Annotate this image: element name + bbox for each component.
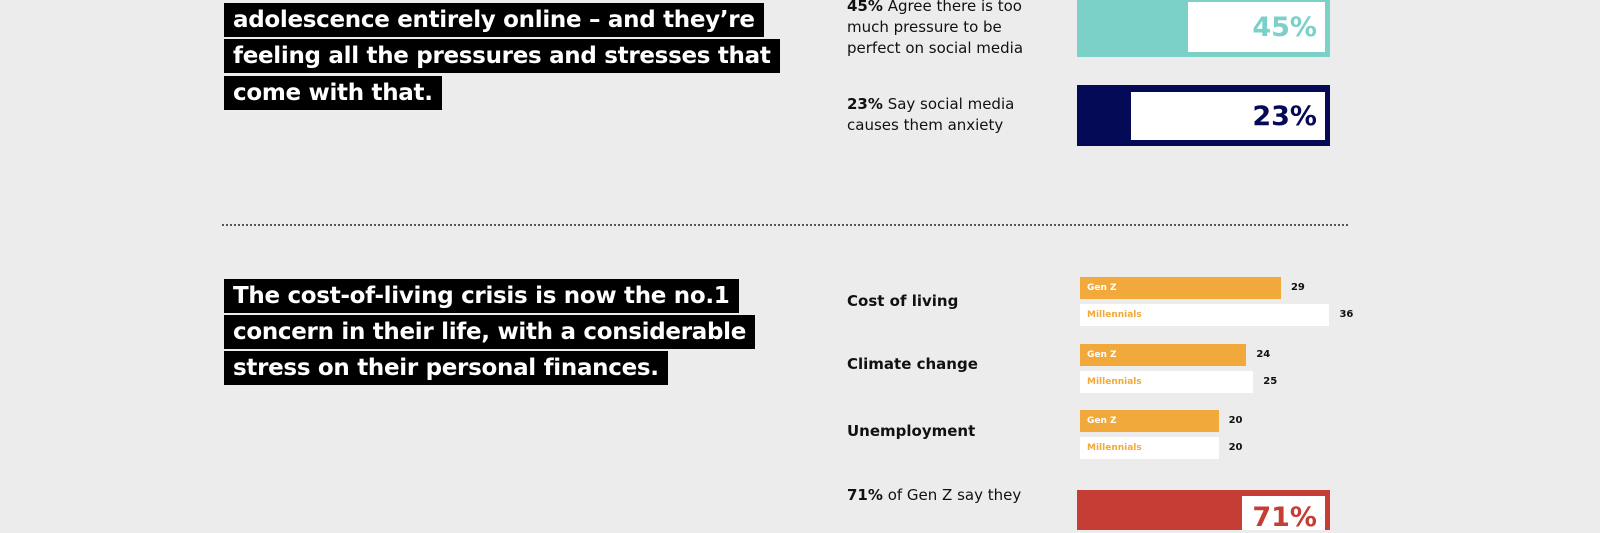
stat-genz-box: 71% (1077, 490, 1330, 533)
bar-gen-z: Gen Z (1080, 277, 1281, 299)
headline-line: adolescence entirely online – and they’r… (224, 3, 764, 37)
stat-pressure-text: 45% Agree there is too much pressure to b… (847, 0, 1023, 59)
category-label: Unemployment (847, 422, 976, 440)
stat-text: much pressure to be (847, 18, 1002, 36)
bar-millennials: Millennials (1080, 371, 1254, 393)
stat-text: perfect on social media (847, 39, 1024, 57)
bar-millennials: Millennials (1080, 437, 1219, 459)
value-label: 25 (1263, 376, 1278, 387)
stat-anxiety-label: 23% (1131, 92, 1325, 140)
headline-line: The cost-of-living crisis is now the no.… (224, 279, 739, 313)
bar-gen-z: Gen Z (1080, 410, 1219, 432)
stat-text: causes them anxiety (847, 116, 1004, 134)
stat-text: of Gen Z say they (887, 486, 1022, 504)
stat-text: Say social media (887, 95, 1015, 113)
stat-pct: 23% (847, 95, 883, 113)
category-label: Climate change (847, 355, 978, 373)
stat-text: Agree there is too (887, 0, 1022, 15)
stat-genz-label: 71% (1242, 496, 1325, 533)
section-divider (222, 224, 1348, 226)
stat-genz-text: 71% of Gen Z say they (847, 485, 1021, 506)
stat-anxiety-text: 23% Say social media causes them anxiety (847, 94, 1014, 136)
headline-line: concern in their life, with a considerab… (224, 315, 756, 349)
stat-pct: 71% (847, 486, 883, 504)
value-label: 36 (1339, 309, 1354, 320)
bar-millennials: Millennials (1080, 304, 1330, 326)
headline-line: feeling all the pressures and stresses t… (224, 39, 780, 73)
headline-line: come with that. (224, 76, 442, 110)
stat-pct: 45% (847, 0, 883, 15)
headline-line: stress on their personal finances. (224, 351, 668, 385)
bar-gen-z: Gen Z (1080, 344, 1247, 366)
stat-anxiety-box: 23% (1077, 85, 1330, 146)
category-label: Cost of living (847, 292, 959, 310)
stat-pressure-label: 45% (1188, 2, 1325, 52)
value-label: 20 (1228, 442, 1243, 453)
value-label: 29 (1290, 282, 1305, 293)
value-label: 24 (1256, 349, 1271, 360)
value-label: 20 (1228, 415, 1243, 426)
stat-pressure-box: 45% (1077, 0, 1330, 57)
